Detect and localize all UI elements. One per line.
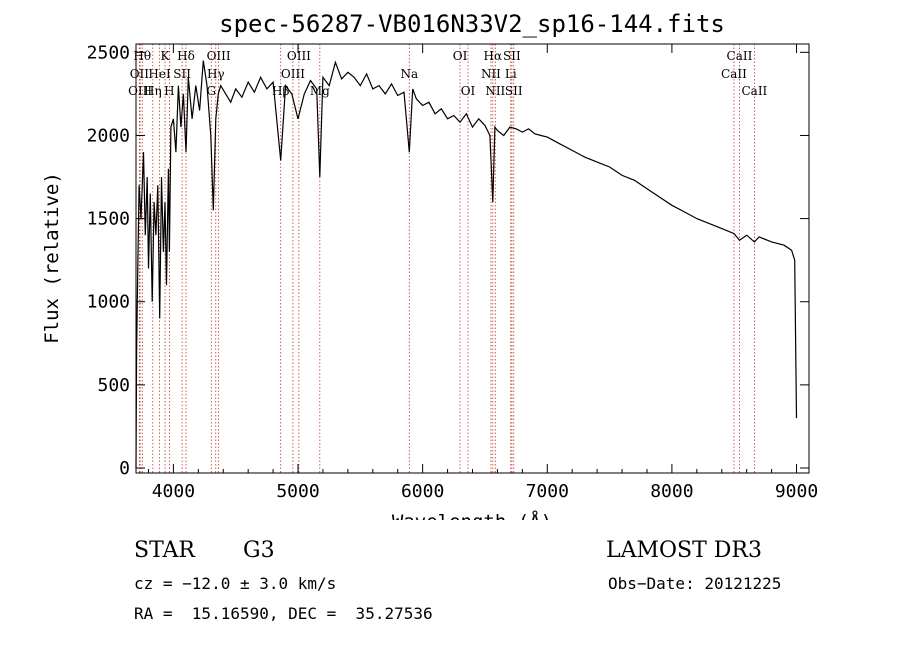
observation-date: Obs−Date: 20121225 bbox=[608, 574, 782, 593]
line-marker-label-9: G bbox=[206, 84, 216, 98]
y-axis-ticks: 0 500 1000 1500 2000 2500 bbox=[87, 42, 809, 479]
line-marker-label-7: SII bbox=[173, 67, 191, 81]
plot-frame bbox=[135, 43, 810, 474]
y-tick-label-5: 2500 bbox=[87, 42, 130, 63]
line-marker-label-11: OIII bbox=[207, 49, 231, 63]
line-marker-label-8: Hδ bbox=[177, 49, 195, 63]
line-marker-label-17: OI bbox=[453, 49, 468, 63]
y-tick-label-2: 1000 bbox=[87, 292, 130, 313]
x-tick-label-2: 6000 bbox=[401, 481, 444, 502]
line-marker-label-19: NII bbox=[481, 67, 501, 81]
y-tick-label-3: 1500 bbox=[87, 209, 130, 230]
line-marker-label-15: Mg bbox=[310, 84, 330, 98]
line-marker-label-1: OII bbox=[130, 67, 150, 81]
line-marker-label-21: NII bbox=[485, 84, 505, 98]
x-tick-label-4: 8000 bbox=[650, 481, 693, 502]
line-marker-label-5: K bbox=[161, 49, 171, 63]
line-marker-label-26: CaII bbox=[727, 49, 753, 63]
x-tick-label-5: 9000 bbox=[775, 481, 818, 502]
line-marker-label-10: Hγ bbox=[207, 67, 225, 81]
redshift-cz: cz = −12.0 ± 3.0 km/s bbox=[134, 574, 337, 593]
coordinates: RA = 15.16590, DEC = 35.27536 bbox=[134, 604, 433, 623]
x-tick-label-0: 4000 bbox=[152, 481, 195, 502]
line-marker-label-3: Hη bbox=[144, 84, 162, 98]
x-axis-ticks: 4000 5000 6000 7000 8000 9000 bbox=[147, 44, 818, 502]
y-axis-label: Flux (relative) bbox=[41, 172, 63, 344]
spectrum-line bbox=[135, 60, 798, 469]
object-subclass: G3 bbox=[243, 538, 275, 563]
line-marker-label-6: H bbox=[164, 84, 174, 98]
x-tick-label-3: 7000 bbox=[526, 481, 569, 502]
line-marker-label-24: SII bbox=[505, 84, 523, 98]
line-marker-label-13: OIII bbox=[281, 67, 305, 81]
y-tick-label-0: 0 bbox=[119, 458, 130, 479]
y-tick-label-4: 2000 bbox=[87, 125, 130, 146]
x-tick-label-1: 5000 bbox=[276, 481, 319, 502]
chart-title: spec-56287-VB016N33V2_sp16-144.fits bbox=[219, 10, 725, 38]
line-marker-label-23: SII bbox=[503, 49, 521, 63]
line-marker-label-27: CaII bbox=[741, 84, 767, 98]
line-marker-label-2: OIII bbox=[128, 84, 152, 98]
object-class: STAR bbox=[134, 538, 195, 563]
line-marker-label-18: OI bbox=[461, 84, 476, 98]
spectrum-chart: spec-56287-VB016N33V2_sp16-144.fits HθOI… bbox=[41, 10, 818, 520]
line-marker-label-4: HeI bbox=[148, 67, 171, 81]
survey-name: LAMOST DR3 bbox=[606, 538, 762, 563]
x-axis-label: Wavelength (Å) bbox=[392, 510, 552, 520]
y-tick-label-1: 500 bbox=[97, 375, 130, 396]
line-marker-label-20: Hα bbox=[484, 49, 503, 63]
line-marker-label-22: Li bbox=[505, 67, 517, 81]
line-marker-label-16: Na bbox=[400, 67, 418, 81]
line-marker-label-14: OIII bbox=[287, 49, 311, 63]
line-marker-label-25: CaII bbox=[721, 67, 747, 81]
line-markers bbox=[138, 44, 755, 473]
